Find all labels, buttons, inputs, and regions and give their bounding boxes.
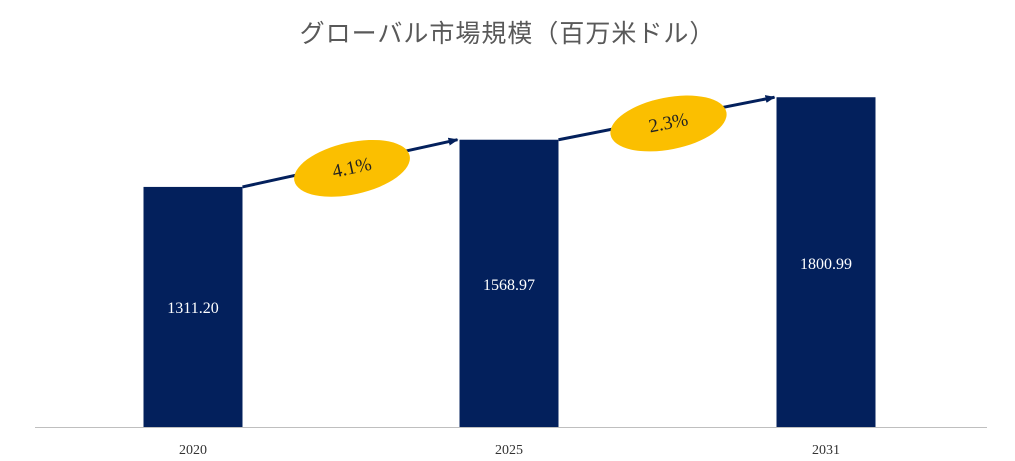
bar-value-label: 1568.97 [483, 277, 535, 294]
x-axis-ticks: 2020 2025 2031 [179, 443, 840, 458]
growth-rate-badge: 2.3% [610, 95, 727, 152]
growth-rate-badges: 4.1% 2.3% [294, 95, 727, 197]
bar-value-label: 1800.99 [800, 256, 852, 273]
growth-rate-ellipse [610, 95, 727, 152]
x-tick-label: 2020 [179, 443, 207, 458]
growth-rate-badge: 4.1% [294, 139, 410, 197]
chart-title: グローバル市場規模（百万米ドル） [299, 19, 716, 48]
bar-2025 [459, 139, 559, 427]
bars: 1311.20 1568.97 1800.99 [143, 97, 876, 427]
bar-2020 [143, 186, 243, 427]
bar-2031 [776, 97, 876, 427]
x-tick-label: 2025 [495, 443, 523, 458]
growth-rate-ellipse [294, 139, 410, 197]
bar-value-label: 1311.20 [167, 300, 218, 317]
x-tick-label: 2031 [812, 443, 840, 458]
